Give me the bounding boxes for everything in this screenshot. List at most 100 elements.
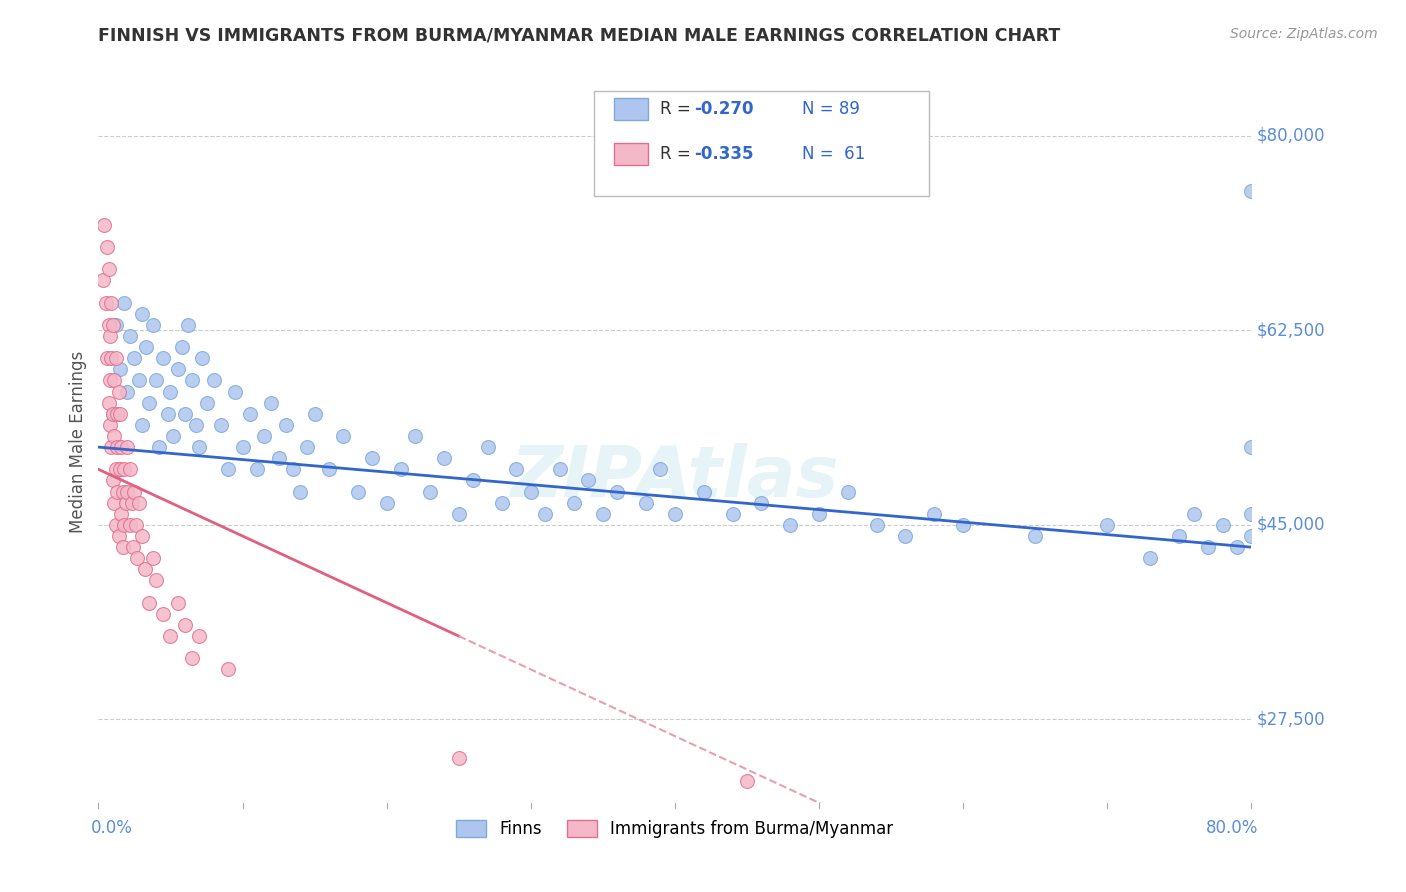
Point <box>131 529 153 543</box>
Point <box>1240 185 1263 199</box>
Point <box>461 474 484 488</box>
Point <box>177 318 200 332</box>
Point <box>93 218 115 232</box>
Point <box>112 517 135 532</box>
Point <box>1212 517 1234 532</box>
Text: 0.0%: 0.0% <box>91 820 134 838</box>
Point <box>274 417 297 432</box>
Point <box>375 496 398 510</box>
Text: N =  61: N = 61 <box>801 145 865 163</box>
Point <box>419 484 441 499</box>
Point <box>104 351 127 366</box>
Point <box>127 551 149 566</box>
Point <box>447 507 470 521</box>
FancyBboxPatch shape <box>595 91 928 196</box>
Point <box>105 484 128 499</box>
Point <box>924 507 946 521</box>
Point <box>894 529 917 543</box>
Point <box>142 318 165 332</box>
Point <box>217 462 239 476</box>
Text: -0.270: -0.270 <box>695 100 754 118</box>
Point <box>145 574 167 588</box>
Point <box>181 651 204 665</box>
Point <box>103 373 125 387</box>
Bar <box>614 98 648 120</box>
Point <box>124 484 146 499</box>
Point <box>297 440 319 454</box>
Y-axis label: Median Male Earnings: Median Male Earnings <box>69 351 87 533</box>
Point <box>100 351 122 366</box>
Text: $62,500: $62,500 <box>1257 321 1326 339</box>
Point <box>104 462 127 476</box>
Point <box>100 440 122 454</box>
Point <box>224 384 246 399</box>
Point <box>721 507 744 521</box>
Text: $45,000: $45,000 <box>1257 516 1326 534</box>
Point <box>1024 529 1046 543</box>
Point <box>97 318 120 332</box>
Point <box>447 751 470 765</box>
Point <box>101 318 124 332</box>
Point <box>111 484 134 499</box>
Point <box>202 373 225 387</box>
Point <box>166 362 188 376</box>
Point <box>239 407 262 421</box>
Point <box>125 517 148 532</box>
Point <box>1182 507 1205 521</box>
Point <box>650 462 672 476</box>
Point <box>636 496 658 510</box>
Point <box>505 462 527 476</box>
Point <box>134 562 156 576</box>
Point <box>1168 529 1191 543</box>
Point <box>101 474 124 488</box>
Point <box>491 496 513 510</box>
Point <box>114 496 136 510</box>
Point <box>166 596 188 610</box>
Point <box>186 417 208 432</box>
Point <box>290 484 312 499</box>
Point <box>138 596 160 610</box>
Point <box>281 462 304 476</box>
Point <box>253 429 276 443</box>
Point <box>117 440 139 454</box>
Point <box>1139 551 1161 566</box>
Point <box>104 318 127 332</box>
Point <box>111 540 134 554</box>
Point <box>112 295 135 310</box>
Point <box>96 351 118 366</box>
Point <box>231 440 254 454</box>
Point <box>361 451 384 466</box>
Point <box>162 429 184 443</box>
Point <box>107 384 129 399</box>
Point <box>346 484 368 499</box>
Point <box>97 262 120 277</box>
Point <box>1097 517 1119 532</box>
Point <box>191 351 214 366</box>
Point <box>217 662 239 676</box>
Point <box>120 329 142 343</box>
Point <box>117 384 139 399</box>
Point <box>664 507 686 521</box>
Point <box>735 773 758 788</box>
Point <box>606 484 628 499</box>
Point <box>94 295 117 310</box>
Point <box>751 496 773 510</box>
Point <box>96 240 118 254</box>
Point <box>98 417 121 432</box>
Point <box>1240 507 1263 521</box>
Point <box>170 340 193 354</box>
Point <box>124 351 146 366</box>
Text: $80,000: $80,000 <box>1257 127 1326 145</box>
Point <box>693 484 716 499</box>
Point <box>104 517 127 532</box>
Text: R =: R = <box>659 100 696 118</box>
Point <box>405 429 427 443</box>
Point <box>128 496 150 510</box>
Point <box>103 496 125 510</box>
Point <box>142 551 165 566</box>
Point <box>318 462 340 476</box>
Point <box>260 395 283 409</box>
Point <box>101 407 124 421</box>
Point <box>209 417 232 432</box>
Text: -0.335: -0.335 <box>695 145 754 163</box>
